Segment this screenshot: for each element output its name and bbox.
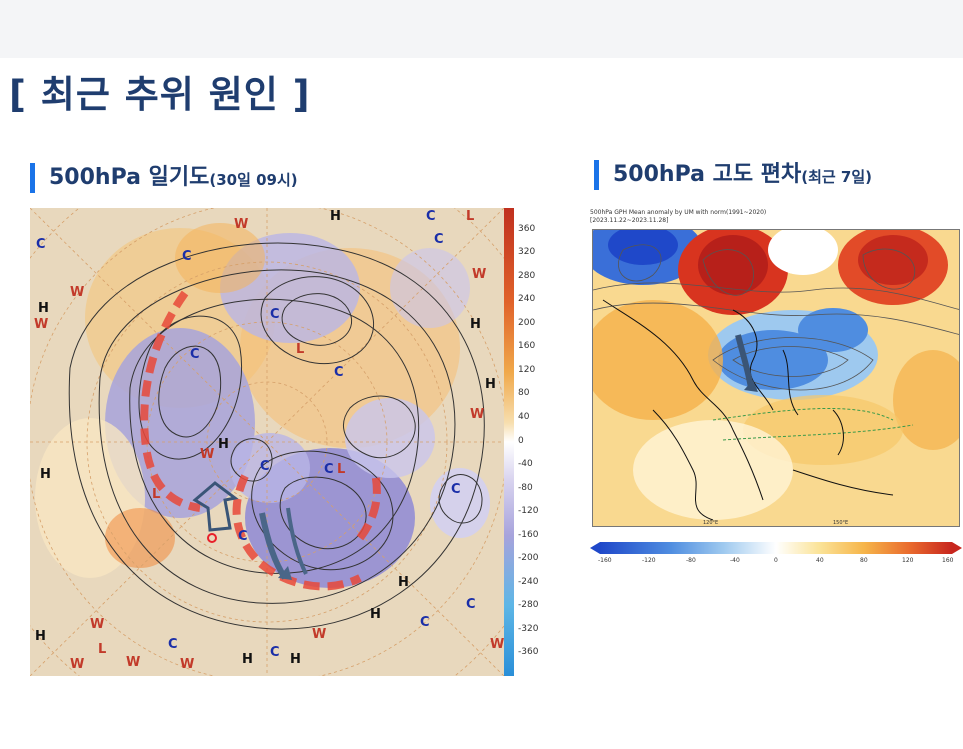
right-colorbar-tick: -40 (730, 557, 740, 564)
svg-text:H: H (38, 301, 49, 316)
right-colorbar-tick: -160 (598, 557, 612, 564)
svg-text:W: W (234, 217, 248, 232)
svg-text:H: H (370, 607, 381, 622)
svg-text:C: C (270, 645, 280, 660)
svg-text:C: C (36, 237, 46, 252)
right-colorbar-gradient (600, 542, 952, 554)
left-colorbar-tick: -120 (518, 506, 539, 516)
right-colorbar-tick: 120 (902, 557, 914, 564)
anomaly-graphic: 120°E 150°E (593, 230, 959, 526)
svg-text:W: W (70, 285, 84, 300)
svg-text:L: L (296, 342, 304, 357)
left-colorbar-tick: 360 (518, 224, 536, 234)
left-colorbar-tick: 0 (518, 436, 524, 446)
svg-text:C: C (434, 232, 444, 247)
left-section-title: 500hPa 일기도 (30일 09시) (30, 163, 298, 193)
left-colorbar-tick: -80 (518, 483, 533, 493)
right-title-main: 500hPa 고도 편차 (613, 162, 802, 187)
svg-text:H: H (40, 467, 51, 482)
anomaly-header-line1: 500hPa GPH Mean anomaly by UM with norm(… (590, 209, 767, 216)
accent-bar (30, 163, 35, 193)
weather-map-500hpa: H H H H H H H H H H H C C C C C C C C C … (30, 208, 504, 676)
right-colorbar-tick: 40 (816, 557, 824, 564)
svg-text:C: C (466, 597, 476, 612)
svg-text:H: H (470, 317, 481, 332)
right-colorbar-tick: -120 (642, 557, 656, 564)
svg-text:W: W (312, 627, 326, 642)
left-colorbar-tick: 200 (518, 318, 536, 328)
svg-text:W: W (490, 637, 504, 652)
left-colorbar-tick: -40 (518, 459, 533, 469)
svg-text:W: W (126, 655, 140, 670)
right-colorbar-tick: 0 (774, 557, 778, 564)
left-colorbar-tick: 40 (518, 412, 530, 422)
left-colorbar-tick: 280 (518, 271, 536, 281)
left-title-sub: (30일 09시) (209, 171, 298, 189)
svg-text:W: W (34, 317, 48, 332)
svg-text:H: H (242, 652, 253, 667)
right-section-title: 500hPa 고도 편차 (최근 7일) (594, 160, 872, 190)
svg-text:C: C (270, 307, 280, 322)
svg-text:H: H (290, 652, 301, 667)
left-colorbar-tick: 160 (518, 341, 536, 351)
anomaly-plot: 120°E 150°E (592, 229, 960, 527)
svg-text:C: C (324, 462, 334, 477)
svg-text:L: L (98, 642, 106, 657)
svg-text:L: L (152, 487, 160, 502)
svg-text:C: C (168, 637, 178, 652)
right-colorbar: -160 -120 -80 -40 0 40 80 120 160 (590, 540, 962, 570)
svg-text:C: C (420, 615, 430, 630)
top-band (0, 0, 963, 58)
svg-text:H: H (398, 575, 409, 590)
weather-map-graphic: H H H H H H H H H H H C C C C C C C C C … (30, 208, 504, 676)
left-title-main: 500hPa 일기도 (49, 165, 210, 190)
svg-text:W: W (70, 657, 84, 672)
svg-text:H: H (218, 437, 229, 452)
accent-bar (594, 160, 599, 190)
svg-text:C: C (190, 347, 200, 362)
left-colorbar: 360 320 280 240 200 160 120 80 40 0 -40 … (504, 208, 538, 676)
colorbar-tip-right (952, 542, 962, 554)
svg-text:W: W (472, 267, 486, 282)
svg-text:W: W (470, 407, 484, 422)
svg-text:L: L (337, 462, 345, 477)
svg-text:H: H (330, 209, 341, 224)
left-colorbar-tick: -320 (518, 624, 539, 634)
right-colorbar-tick: 160 (942, 557, 954, 564)
right-colorbar-tick: -80 (686, 557, 696, 564)
left-colorbar-tick: 240 (518, 294, 536, 304)
svg-text:W: W (180, 657, 194, 672)
svg-text:C: C (182, 249, 192, 264)
left-colorbar-tick: -280 (518, 600, 539, 610)
colorbar-tip-left (590, 542, 600, 554)
right-title-sub: (최근 7일) (801, 168, 873, 186)
svg-text:C: C (451, 482, 461, 497)
anomaly-map-header: 500hPa GPH Mean anomaly by UM with norm(… (590, 209, 962, 225)
left-colorbar-tick: -240 (518, 577, 539, 587)
svg-text:L: L (466, 209, 474, 224)
svg-text:C: C (238, 529, 248, 544)
left-colorbar-tick: 320 (518, 247, 536, 257)
lon-label: 150°E (833, 520, 848, 526)
svg-text:C: C (260, 459, 270, 474)
anomaly-header-line2: [2023.11.22~2023.11.28] (590, 217, 669, 224)
svg-text:H: H (485, 377, 496, 392)
svg-text:W: W (90, 617, 104, 632)
left-colorbar-gradient (504, 208, 514, 676)
svg-text:C: C (426, 209, 436, 224)
left-colorbar-tick: 80 (518, 388, 530, 398)
svg-text:C: C (334, 365, 344, 380)
left-colorbar-tick: -160 (518, 530, 539, 540)
lon-label: 120°E (703, 520, 718, 526)
slide-title: [ 최근 추위 원인 ] (9, 73, 311, 116)
svg-text:W: W (200, 447, 214, 462)
right-colorbar-tick: 80 (860, 557, 868, 564)
left-colorbar-tick: -360 (518, 647, 539, 657)
left-colorbar-tick: -200 (518, 553, 539, 563)
gph-anomaly-map: 500hPa GPH Mean anomaly by UM with norm(… (590, 209, 962, 527)
svg-text:H: H (35, 629, 46, 644)
left-colorbar-tick: 120 (518, 365, 536, 375)
